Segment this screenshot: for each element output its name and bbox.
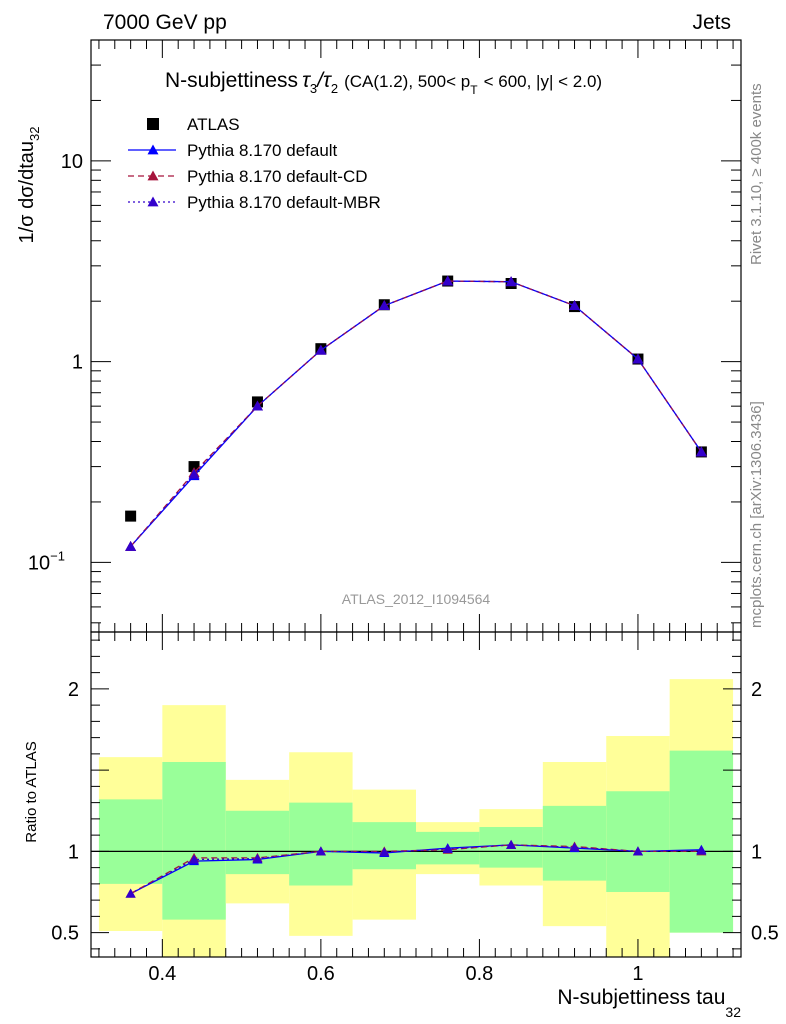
ratio-ytick-label: 0.5	[51, 923, 79, 945]
ratio-point	[379, 847, 390, 857]
legend-marker-triangle	[147, 144, 159, 155]
title-slash: /τ	[315, 69, 332, 92]
ratio-ylabel: Ratio to ATLAS	[23, 741, 40, 842]
data-point-mc	[125, 540, 137, 551]
band-green	[352, 822, 416, 870]
data-point-mc	[188, 468, 200, 479]
ratio-point	[125, 888, 136, 898]
xtick-label: 1	[632, 963, 643, 985]
ratio-point	[315, 846, 326, 856]
series-line-2	[130, 280, 702, 547]
mcplots-label: mcplots.cern.ch [arXiv:1306.3436]	[748, 401, 765, 628]
xtick-label: 0.8	[466, 963, 494, 985]
xtick-label: 0.4	[148, 963, 176, 985]
ratio-line-1	[130, 844, 702, 895]
main-ylabel: 1/σ dσ/dtau32	[16, 127, 42, 244]
band-green	[162, 762, 226, 920]
title-cut2: < 600, |y| < 2.0)	[484, 72, 602, 91]
series-line-3	[130, 280, 702, 547]
x-axis-label: N-subjettiness tau32	[557, 986, 741, 1020]
data-point-mc	[695, 446, 707, 457]
chart-title: N-subjettiness τ3/τ2 (CA(1.2), 500< pT < 60…	[165, 69, 602, 97]
data-point-mc	[442, 275, 454, 286]
ratio-ytick-label-right: 0.5	[751, 923, 779, 945]
legend-label: Pythia 8.170 default	[187, 141, 338, 160]
ratio-point	[569, 842, 580, 852]
ratio-panel-plot	[125, 839, 707, 898]
legend-marker-square	[147, 118, 159, 130]
legend-label: Pythia 8.170 default-CD	[187, 167, 368, 186]
ratio-ytick-label-right: 2	[751, 679, 762, 701]
legend-marker-triangle	[147, 196, 159, 207]
main-panel-plot	[125, 275, 707, 551]
band-green	[289, 802, 353, 886]
legend: ATLAS Pythia 8.170 default Pythia 8.170 de…	[128, 115, 381, 212]
band-green	[225, 810, 290, 875]
band-green	[606, 791, 670, 892]
analysis-watermark: ATLAS_2012_I1094564	[342, 591, 491, 607]
series-line-1	[130, 280, 702, 547]
data-point-mc	[505, 276, 517, 287]
ratio-ytick-label: 2	[68, 679, 79, 701]
main-ytick-label: 10−1	[28, 548, 65, 574]
data-point-mc	[251, 400, 263, 411]
data-point-mc	[315, 344, 327, 355]
title-main: N-subjettiness	[165, 69, 298, 92]
data-point-mc	[632, 353, 644, 364]
rivet-label: Rivet 3.1.10, ≥ 400k events	[748, 83, 765, 265]
data-point-atlas	[125, 510, 137, 522]
band-green	[98, 799, 163, 884]
xtick-label: 0.6	[307, 963, 335, 985]
legend-marker-triangle	[147, 170, 159, 181]
data-point-mc	[569, 300, 581, 311]
ratio-ytick-label-right: 1	[751, 841, 762, 863]
title-subT: T	[470, 83, 478, 97]
legend-label: ATLAS	[187, 115, 240, 134]
ratio-point	[506, 839, 517, 849]
axes-frame: 10−1 1 10 0.5 0.5 1 1 2 2 0.4 0.6 0.8 1	[28, 39, 779, 985]
main-ytick-label: 10	[61, 151, 83, 173]
band-green	[669, 750, 734, 933]
data-point-mc	[378, 300, 390, 311]
ratio-point	[696, 845, 707, 855]
title-sub3: 3	[310, 81, 317, 96]
ratio-ytick-label: 1	[68, 841, 79, 863]
title-cut1: (CA(1.2), 500< p	[344, 72, 470, 91]
main-ytick-label: 1	[72, 352, 83, 374]
ratio-point	[252, 853, 263, 863]
header-right: Jets	[692, 11, 731, 34]
title-sub2: 2	[331, 81, 338, 96]
ratio-point	[632, 846, 643, 856]
legend-label: Pythia 8.170 default-MBR	[187, 193, 381, 212]
title-tau3: τ	[302, 69, 311, 92]
header-left: 7000 GeV pp	[103, 11, 227, 34]
ratio-uncertainty-bands	[91, 679, 741, 957]
ratio-point	[189, 854, 200, 864]
data-point-atlas	[188, 461, 200, 473]
ratio-point	[442, 843, 453, 853]
